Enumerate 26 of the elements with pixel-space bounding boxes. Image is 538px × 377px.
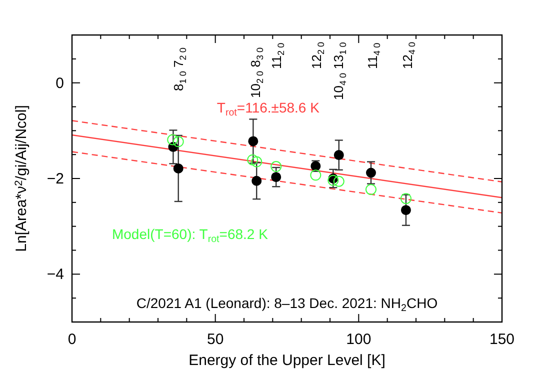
point xyxy=(271,172,282,182)
x-tick-label: 100 xyxy=(346,331,372,348)
point xyxy=(173,163,184,174)
x-tick-label: 150 xyxy=(489,331,515,348)
point xyxy=(252,176,262,186)
y-tick-label: −2 xyxy=(46,170,64,188)
point xyxy=(328,174,339,186)
point xyxy=(172,136,184,148)
point xyxy=(334,150,344,160)
point xyxy=(248,136,258,146)
annotation: C/2021 A1 (Leonard): 8–13 Dec. 2021: NH$_{2}$CHO xyxy=(136,295,438,314)
point xyxy=(270,161,282,172)
x-tick-label: 0 xyxy=(68,331,76,348)
point xyxy=(400,205,411,216)
point xyxy=(167,134,178,146)
point xyxy=(365,184,376,195)
point xyxy=(366,168,376,178)
x-axis-title: Energy of the Upper Level [K] xyxy=(188,352,386,369)
text: Model(T=60): T$_{rot}$=68.2 K xyxy=(112,226,269,245)
y-tick-label: 0 xyxy=(56,74,64,92)
point xyxy=(310,170,322,181)
point xyxy=(400,193,412,204)
text: T$_{rot}$=116.±58.6 K xyxy=(216,99,320,118)
point xyxy=(333,176,344,187)
y-tick-label: −4 xyxy=(46,266,64,284)
x-tick-label: 50 xyxy=(206,331,224,348)
